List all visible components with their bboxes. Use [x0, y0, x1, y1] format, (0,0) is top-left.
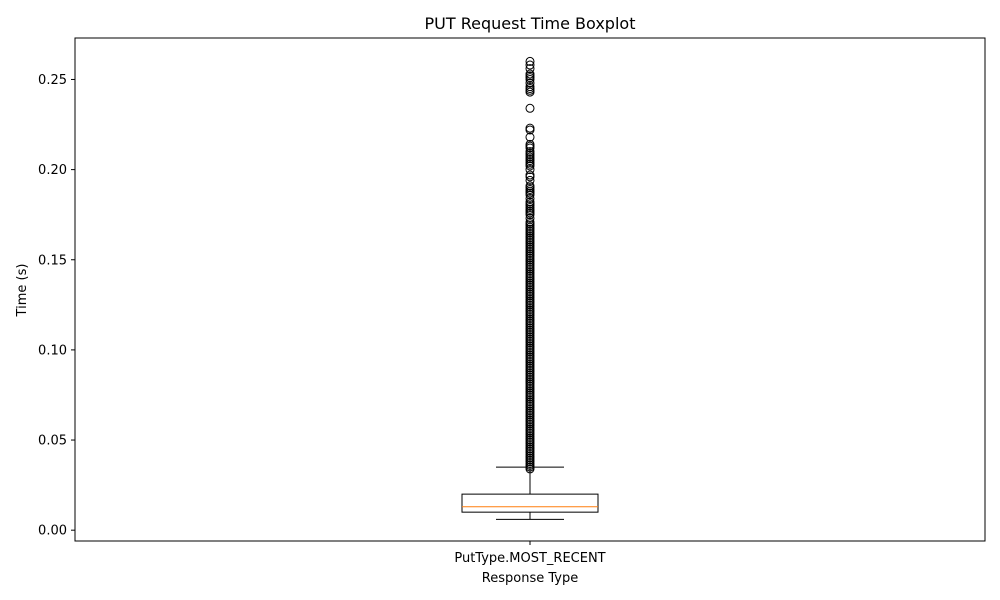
- y-tick-label: 0.05: [38, 434, 67, 449]
- outlier-point: [525, 197, 535, 207]
- outlier-point: [525, 56, 535, 66]
- outlier-point: [525, 82, 535, 92]
- outlier-point: [525, 132, 535, 142]
- outlier-point: [525, 123, 535, 133]
- x-axis-label: Response Type: [482, 571, 578, 586]
- y-axis-label: Time (s): [15, 264, 30, 318]
- outlier-point: [525, 103, 535, 113]
- outlier-point: [525, 181, 535, 191]
- y-tick-label: 0.20: [38, 163, 67, 178]
- outlier-point: [525, 78, 535, 88]
- outlier-point: [525, 64, 535, 74]
- x-axis-ticks: PutType.MOST_RECENT: [454, 541, 606, 566]
- y-axis-ticks: 0.00 0.05 0.10 0.15 0.20 0.25: [38, 73, 75, 539]
- boxes: [461, 56, 599, 520]
- outlier-point: [525, 170, 535, 180]
- outlier-point: [525, 139, 535, 149]
- chart-title: PUT Request Time Boxplot: [425, 14, 636, 33]
- y-tick-label: 0.10: [38, 343, 67, 358]
- outlier-point: [525, 69, 535, 79]
- outlier-point: [525, 147, 535, 157]
- outlier-point: [525, 193, 535, 203]
- y-tick-label: 0.15: [38, 253, 67, 268]
- outlier-point: [525, 175, 535, 185]
- outlier-point: [525, 217, 535, 227]
- y-tick-label: 0.25: [38, 73, 67, 88]
- x-tick-label: PutType.MOST_RECENT: [454, 551, 605, 566]
- outlier-point: [525, 60, 535, 70]
- y-tick-label: 0.00: [38, 524, 67, 539]
- outlier-point: [525, 165, 535, 175]
- outlier-point: [525, 213, 535, 223]
- iqr-box: [461, 493, 599, 513]
